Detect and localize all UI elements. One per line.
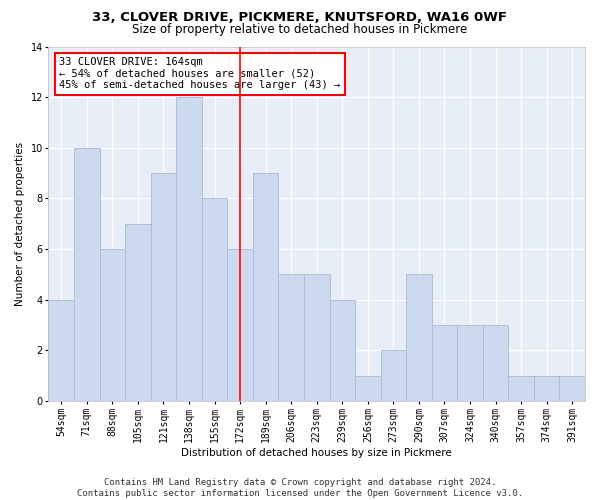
Bar	[151, 173, 176, 401]
Bar	[125, 224, 151, 401]
Bar	[253, 173, 278, 401]
Bar	[355, 376, 380, 401]
Bar	[100, 249, 125, 401]
Text: 33, CLOVER DRIVE, PICKMERE, KNUTSFORD, WA16 0WF: 33, CLOVER DRIVE, PICKMERE, KNUTSFORD, W…	[92, 11, 508, 24]
Text: Size of property relative to detached houses in Pickmere: Size of property relative to detached ho…	[133, 22, 467, 36]
Bar	[457, 325, 483, 401]
Text: Contains HM Land Registry data © Crown copyright and database right 2024.
Contai: Contains HM Land Registry data © Crown c…	[77, 478, 523, 498]
Bar	[49, 300, 74, 401]
Bar	[432, 325, 457, 401]
Bar	[176, 97, 202, 401]
Bar	[534, 376, 559, 401]
Bar	[304, 274, 329, 401]
Bar	[278, 274, 304, 401]
Bar	[559, 376, 585, 401]
Bar	[483, 325, 508, 401]
Bar	[508, 376, 534, 401]
X-axis label: Distribution of detached houses by size in Pickmere: Distribution of detached houses by size …	[181, 448, 452, 458]
Bar	[380, 350, 406, 401]
Bar	[202, 198, 227, 401]
Y-axis label: Number of detached properties: Number of detached properties	[15, 142, 25, 306]
Bar	[329, 300, 355, 401]
Bar	[227, 249, 253, 401]
Bar	[406, 274, 432, 401]
Text: 33 CLOVER DRIVE: 164sqm
← 54% of detached houses are smaller (52)
45% of semi-de: 33 CLOVER DRIVE: 164sqm ← 54% of detache…	[59, 57, 340, 90]
Bar	[74, 148, 100, 401]
